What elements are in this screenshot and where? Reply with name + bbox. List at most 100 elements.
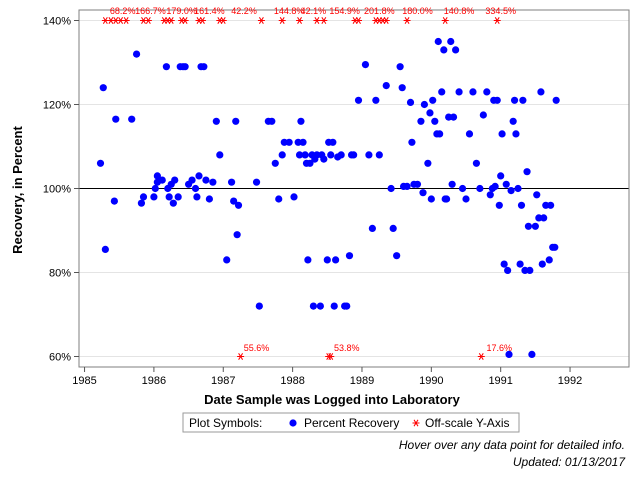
- recovery-point[interactable]: [523, 168, 531, 176]
- recovery-point[interactable]: [195, 172, 203, 180]
- recovery-point[interactable]: [396, 63, 404, 71]
- offscale-point[interactable]: [237, 353, 245, 360]
- recovery-point[interactable]: [278, 151, 286, 159]
- recovery-point[interactable]: [483, 88, 491, 96]
- recovery-point[interactable]: [449, 113, 458, 121]
- recovery-point[interactable]: [227, 178, 236, 186]
- recovery-point[interactable]: [354, 96, 363, 104]
- recovery-point[interactable]: [301, 151, 309, 159]
- recovery-point[interactable]: [327, 151, 335, 159]
- recovery-point[interactable]: [275, 195, 283, 203]
- recovery-point[interactable]: [502, 180, 510, 188]
- recovery-point[interactable]: [472, 159, 481, 167]
- recovery-point[interactable]: [491, 182, 499, 190]
- recovery-point[interactable]: [361, 61, 370, 69]
- recovery-point[interactable]: [495, 201, 503, 209]
- offscale-point[interactable]: [441, 17, 449, 24]
- recovery-point[interactable]: [132, 50, 141, 58]
- recovery-point[interactable]: [427, 195, 435, 203]
- recovery-point[interactable]: [413, 180, 422, 188]
- recovery-point[interactable]: [323, 256, 331, 264]
- recovery-point[interactable]: [524, 222, 533, 230]
- recovery-point[interactable]: [329, 138, 337, 146]
- recovery-point[interactable]: [519, 96, 527, 104]
- offscale-point[interactable]: [219, 17, 227, 24]
- recovery-point[interactable]: [547, 201, 555, 209]
- recovery-point[interactable]: [96, 159, 105, 167]
- recovery-point[interactable]: [387, 184, 395, 193]
- recovery-point[interactable]: [188, 176, 196, 184]
- recovery-point[interactable]: [232, 117, 240, 125]
- recovery-point[interactable]: [462, 195, 470, 203]
- recovery-point[interactable]: [528, 350, 536, 358]
- offscale-point[interactable]: [382, 17, 390, 24]
- recovery-point[interactable]: [309, 302, 318, 310]
- recovery-point[interactable]: [526, 266, 534, 274]
- recovery-point[interactable]: [419, 189, 427, 197]
- recovery-point[interactable]: [350, 151, 358, 159]
- recovery-point[interactable]: [458, 184, 467, 193]
- recovery-point[interactable]: [436, 130, 444, 138]
- recovery-point[interactable]: [479, 111, 487, 119]
- recovery-point[interactable]: [448, 180, 456, 188]
- recovery-point[interactable]: [110, 197, 118, 205]
- offscale-point[interactable]: [355, 17, 363, 24]
- recovery-point[interactable]: [234, 201, 243, 209]
- recovery-point[interactable]: [304, 256, 312, 264]
- recovery-point[interactable]: [233, 231, 241, 239]
- offscale-point[interactable]: [493, 17, 501, 24]
- recovery-point[interactable]: [365, 151, 373, 159]
- recovery-point[interactable]: [375, 151, 383, 159]
- recovery-point[interactable]: [209, 178, 217, 186]
- recovery-point[interactable]: [230, 197, 238, 205]
- recovery-point[interactable]: [431, 117, 439, 125]
- recovery-point[interactable]: [171, 176, 179, 184]
- recovery-point[interactable]: [514, 184, 522, 193]
- offscale-point[interactable]: [296, 17, 304, 24]
- recovery-point[interactable]: [537, 88, 545, 96]
- recovery-point[interactable]: [540, 214, 548, 222]
- offscale-point[interactable]: [477, 353, 485, 360]
- recovery-point[interactable]: [509, 117, 517, 125]
- offscale-point[interactable]: [278, 17, 286, 24]
- recovery-point[interactable]: [512, 130, 520, 138]
- recovery-point[interactable]: [320, 155, 328, 163]
- recovery-point[interactable]: [295, 151, 304, 159]
- recovery-point[interactable]: [191, 184, 200, 193]
- recovery-point[interactable]: [343, 302, 351, 310]
- recovery-point[interactable]: [398, 84, 406, 92]
- recovery-point[interactable]: [297, 117, 305, 125]
- recovery-point[interactable]: [455, 88, 463, 96]
- recovery-point[interactable]: [174, 193, 182, 201]
- recovery-point[interactable]: [438, 88, 446, 96]
- recovery-point[interactable]: [505, 350, 513, 358]
- recovery-point[interactable]: [434, 37, 442, 46]
- recovery-point[interactable]: [465, 130, 474, 138]
- recovery-point[interactable]: [426, 109, 434, 117]
- recovery-point[interactable]: [533, 191, 541, 199]
- recovery-point[interactable]: [285, 138, 293, 146]
- recovery-point[interactable]: [268, 117, 276, 125]
- recovery-point[interactable]: [128, 115, 136, 123]
- recovery-point[interactable]: [420, 100, 428, 109]
- recovery-point[interactable]: [299, 138, 307, 146]
- recovery-point[interactable]: [389, 224, 397, 232]
- recovery-point[interactable]: [162, 63, 170, 71]
- recovery-point[interactable]: [169, 199, 177, 207]
- offscale-point[interactable]: [198, 17, 206, 24]
- recovery-point[interactable]: [216, 151, 224, 159]
- offscale-point[interactable]: [167, 17, 175, 24]
- recovery-point[interactable]: [112, 115, 120, 123]
- recovery-point[interactable]: [382, 82, 390, 90]
- data-points[interactable]: [96, 17, 560, 360]
- recovery-point[interactable]: [403, 182, 411, 190]
- recovery-point[interactable]: [255, 302, 263, 310]
- recovery-point[interactable]: [504, 266, 512, 274]
- recovery-point[interactable]: [447, 37, 455, 46]
- recovery-point[interactable]: [486, 191, 494, 199]
- recovery-point[interactable]: [545, 256, 553, 264]
- recovery-point[interactable]: [368, 224, 376, 232]
- recovery-point[interactable]: [424, 159, 432, 167]
- recovery-point[interactable]: [165, 193, 173, 201]
- recovery-point[interactable]: [223, 256, 231, 264]
